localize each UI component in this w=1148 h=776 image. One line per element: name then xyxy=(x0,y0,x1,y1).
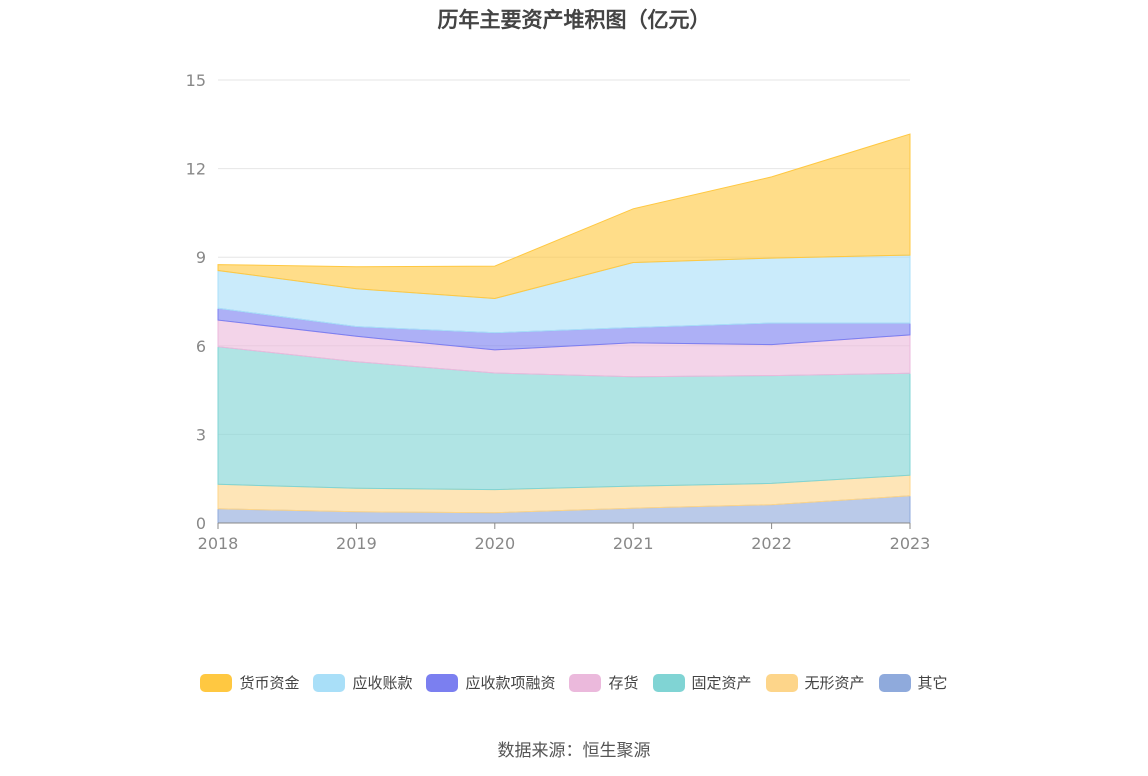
legend-label: 固定资产 xyxy=(691,674,752,692)
x-tick-label: 2021 xyxy=(613,534,654,553)
x-tick-label: 2019 xyxy=(336,534,377,553)
y-tick-label: 3 xyxy=(196,425,206,444)
legend-item[interactable]: 应收款项融资 xyxy=(426,672,555,693)
x-tick-label: 2023 xyxy=(890,534,931,553)
legend-swatch xyxy=(313,673,346,692)
legend-item[interactable]: 货币资金 xyxy=(200,672,299,693)
legend-item[interactable]: 其它 xyxy=(878,672,948,693)
legend-swatch xyxy=(878,673,911,692)
y-tick-label: 0 xyxy=(196,514,206,533)
stacked-areas xyxy=(217,133,911,524)
legend-swatch xyxy=(426,673,459,692)
legend-item[interactable]: 存货 xyxy=(569,672,639,693)
legend-swatch xyxy=(652,673,685,692)
y-tick-label: 6 xyxy=(196,337,206,356)
legend-swatch xyxy=(765,673,798,692)
chart-title: 历年主要资产堆积图（亿元） xyxy=(437,8,711,32)
axes: 0 3 6 9 12 15 2018 2019 2020 2021 2022 2023 xyxy=(186,71,931,553)
y-tick-label: 9 xyxy=(196,248,206,267)
legend-swatch xyxy=(569,673,602,692)
y-tick-label: 15 xyxy=(186,71,206,90)
chart-svg: 0 3 6 9 12 15 2018 2019 2020 2021 2022 2023 xyxy=(186,71,931,553)
legend: 货币资金 应收账款 应收款项融资 存货 固定资产 无形资产 其它 xyxy=(0,672,1148,693)
legend-item[interactable]: 应收账款 xyxy=(313,672,412,693)
legend-swatch xyxy=(200,673,233,692)
y-tick-label: 12 xyxy=(186,160,206,179)
x-tick-label: 2020 xyxy=(474,534,515,553)
legend-label: 货币资金 xyxy=(239,674,300,692)
area-series-6 xyxy=(217,133,911,300)
legend-label: 存货 xyxy=(608,674,639,692)
legend-label: 其它 xyxy=(917,674,948,692)
x-tick-label: 2022 xyxy=(751,534,792,553)
legend-item[interactable]: 无形资产 xyxy=(765,672,865,693)
x-tick-label: 2018 xyxy=(198,534,239,553)
legend-item[interactable]: 固定资产 xyxy=(652,672,752,693)
legend-label: 应收账款 xyxy=(352,674,413,692)
source-note: 数据来源：恒生聚源 xyxy=(497,741,651,761)
legend-label: 无形资产 xyxy=(804,674,865,692)
legend-label: 应收款项融资 xyxy=(465,674,556,692)
